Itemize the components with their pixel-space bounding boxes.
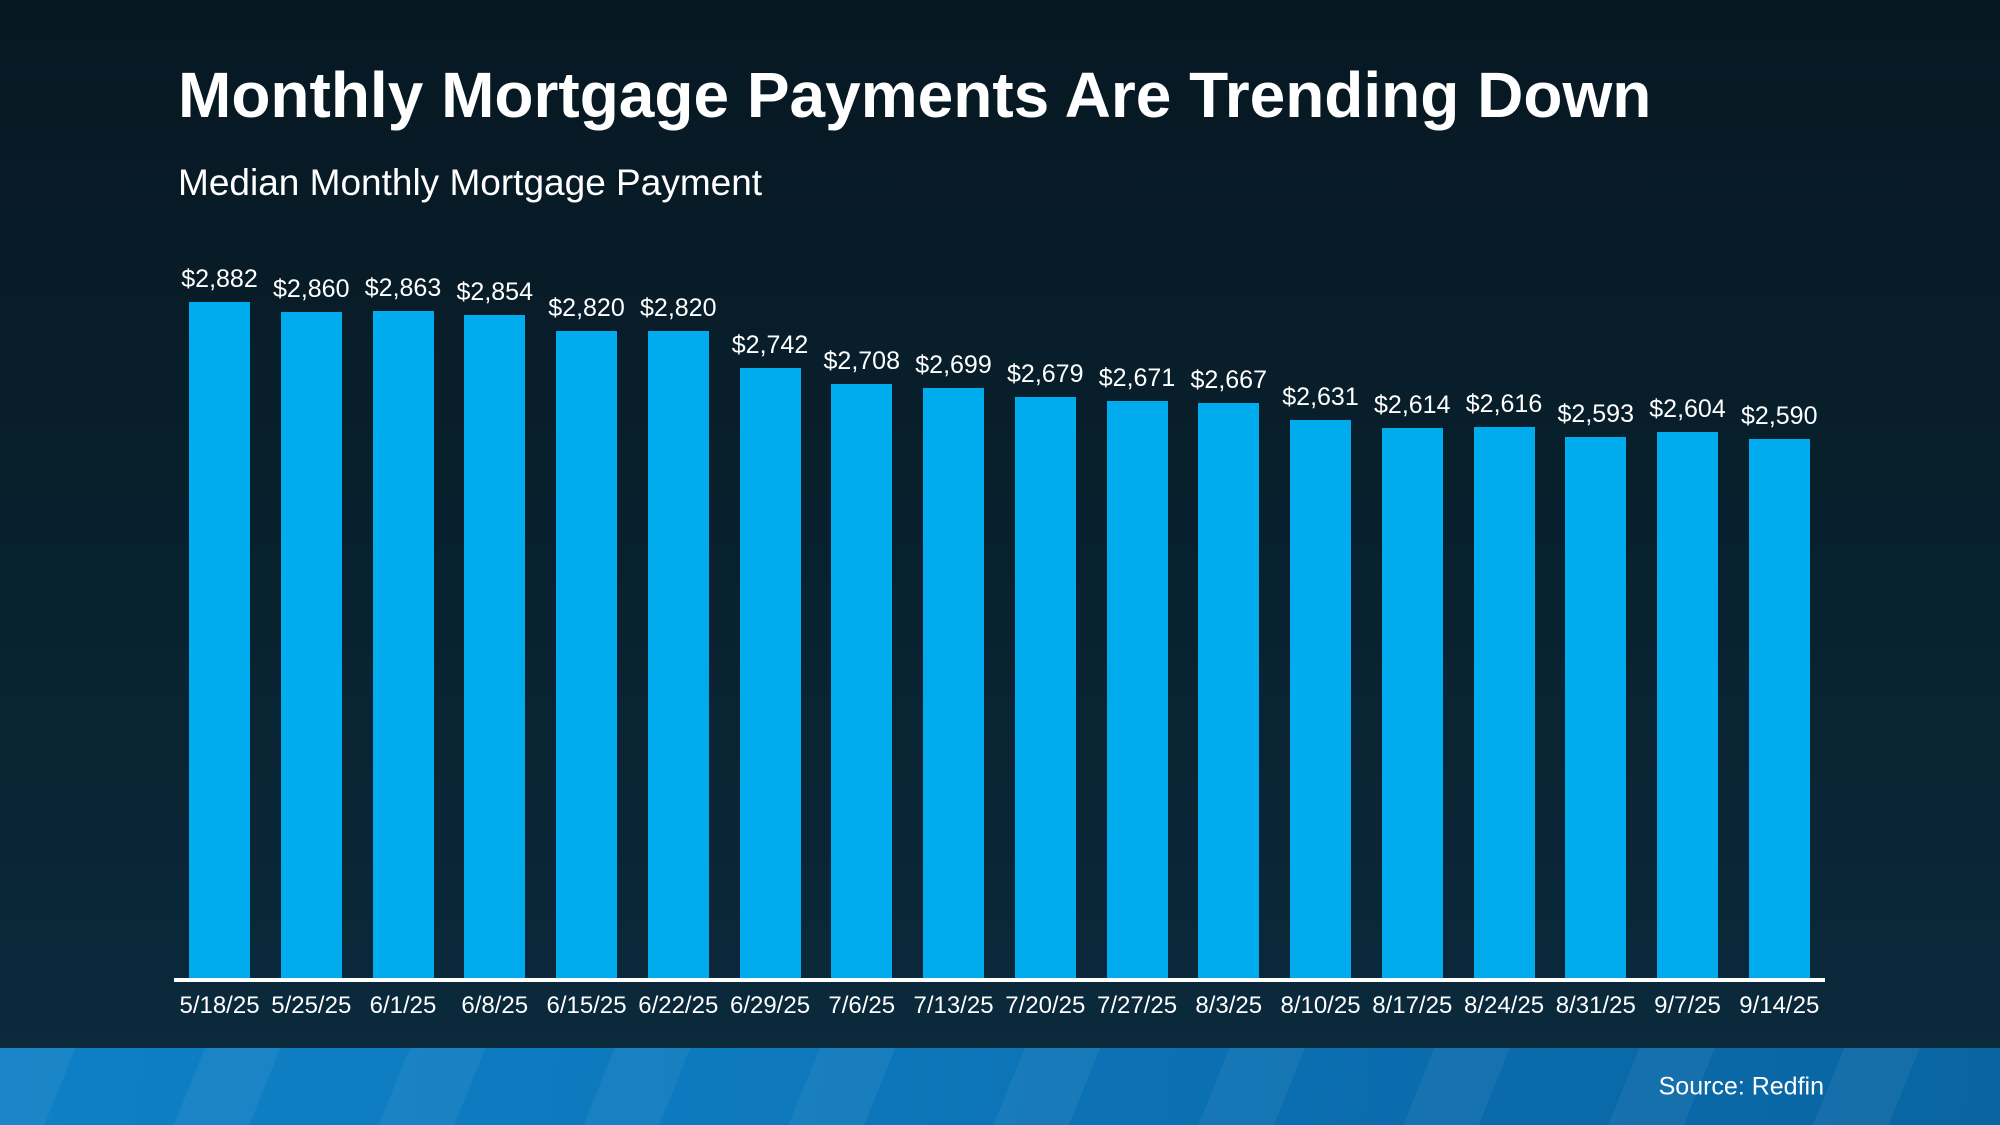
x-axis-label: 8/17/25 [1372,992,1453,1019]
bar-column: $2,667 [1191,368,1267,978]
bar-value-label: $2,699 [915,351,992,379]
bar [1106,401,1168,978]
bar [1748,439,1810,978]
bar [280,312,342,978]
source-credit: Source: Redfin [1658,1072,1824,1100]
bar-column: $2,631 [1282,385,1359,978]
bar [923,388,984,978]
bar-value-label: $2,614 [1374,391,1451,419]
x-axis-label: 8/3/25 [1195,992,1263,1019]
bars-area: $2,882 $2,860 $2,863 $2,854 $2,820 $2,820 $2,7… [181,0,1817,978]
bar-column: $2,699 [915,353,992,978]
bar-column: $2,679 [1007,362,1083,978]
bar [1565,437,1627,978]
x-axis-label: 8/31/25 [1555,992,1636,1019]
bar-value-label: $2,590 [1741,402,1818,430]
bar-value-label: $2,854 [456,278,533,306]
bar [464,315,526,978]
bar-column: $2,882 [181,267,258,978]
bar-value-label: $2,742 [731,331,809,359]
x-axis-label: 6/29/25 [729,992,811,1019]
bar-value-label: $2,604 [1649,395,1726,423]
bar-column: $2,820 [640,296,716,978]
bar-column: $2,604 [1649,397,1726,978]
bar-column: $2,614 [1374,393,1450,978]
x-axis-label: 8/24/25 [1463,992,1545,1019]
bar-value-label: $2,863 [364,274,442,302]
x-axis-line [174,978,1825,982]
bar-value-label: $2,671 [1098,364,1176,392]
bar-column: $2,820 [548,296,625,978]
x-axis-label: 5/18/25 [179,992,260,1019]
bar-column: $2,593 [1558,402,1634,978]
bar-column: $2,590 [1741,404,1817,978]
bar [1198,403,1260,978]
bar [1657,432,1718,978]
bar [556,331,617,978]
bar-value-label: $2,882 [181,265,258,293]
bar-column: $2,854 [457,280,533,978]
x-axis-label: 6/1/25 [369,992,437,1019]
x-axis-label: 9/7/25 [1654,992,1721,1019]
x-axis-label: 7/20/25 [1005,992,1086,1019]
bar-column: $2,708 [824,349,900,978]
x-axis-label: 5/25/25 [271,992,352,1019]
x-axis-label: 9/14/25 [1739,992,1820,1019]
bar-value-label: $2,616 [1465,390,1543,418]
bar [189,302,250,978]
bar-value-label: $2,820 [548,294,625,322]
bar [1381,428,1443,978]
bar-value-label: $2,860 [273,275,350,303]
bar-column: $2,616 [1466,392,1542,978]
bar-value-label: $2,593 [1557,400,1634,428]
bar [831,384,893,978]
bar [1290,420,1351,978]
bar-column: $2,671 [1099,366,1175,978]
bar-value-label: $2,679 [1007,360,1084,388]
chart-title: Monthly Mortgage Payments Are Trending D… [178,59,1652,131]
x-axis-label: 6/22/25 [638,992,719,1019]
bar-value-label: $2,708 [823,347,900,375]
bar [647,331,709,978]
x-axis-label: 7/6/25 [828,992,896,1019]
x-axis-label: 7/13/25 [913,992,994,1019]
chart-subtitle: Median Monthly Mortgage Payment [178,162,763,203]
bar [1473,427,1535,978]
bar-value-label: $2,667 [1190,366,1267,394]
bar [372,311,434,978]
bar [739,368,801,978]
bar-column: $2,860 [273,277,349,978]
bar [1014,397,1076,978]
x-axis-label: 6/8/25 [461,992,529,1019]
x-axis-label: 7/27/25 [1096,992,1178,1019]
bar-column: $2,742 [732,333,808,978]
bar-value-label: $2,631 [1282,383,1359,411]
bar-column: $2,863 [365,276,441,978]
x-axis-labels: 5/18/25 5/25/25 6/1/25 6/8/25 6/15/25 6/22/25… [179,992,1820,1020]
x-axis-label: 8/10/25 [1280,992,1361,1019]
x-axis-label: 6/15/25 [546,992,627,1019]
footer-band: Source: Redfin [0,1048,2000,1125]
bar-value-label: $2,820 [640,294,717,322]
